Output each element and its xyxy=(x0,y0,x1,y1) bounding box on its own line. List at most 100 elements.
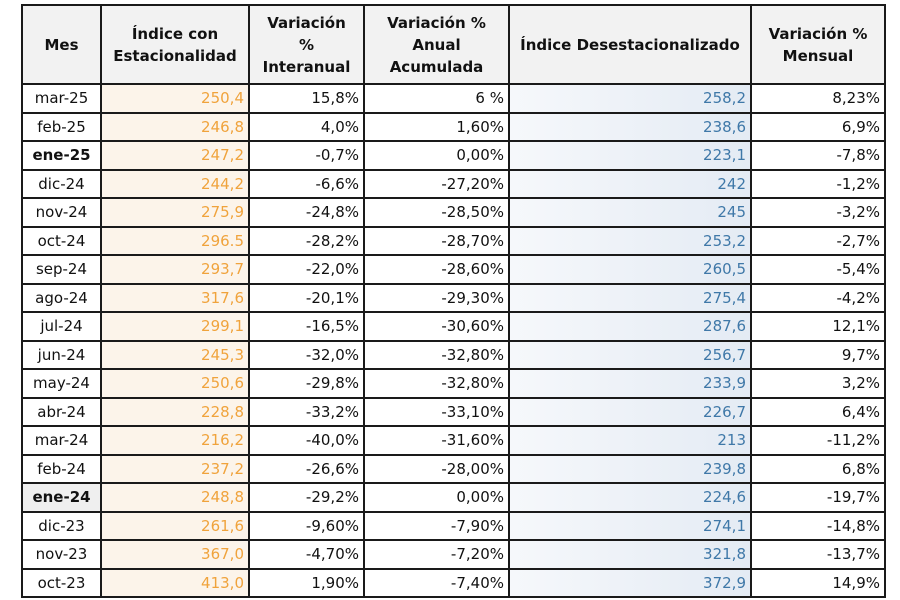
header-label: Mensual xyxy=(782,46,854,65)
cell-des: 245 xyxy=(508,197,752,228)
header-row: Mes Índice con Estacionalidad Variación% I… xyxy=(21,4,886,85)
cell-acum: 0,00% xyxy=(363,140,510,171)
cell-est: 244,2 xyxy=(100,168,250,199)
cell-inter: -20,1% xyxy=(248,282,365,313)
header-label: Acumulada xyxy=(389,57,484,76)
cell-est: 246,8 xyxy=(100,111,250,142)
cell-mes: may-24 xyxy=(21,368,102,399)
cell-mens: -2,7% xyxy=(750,225,886,256)
cell-des: 253,2 xyxy=(508,225,752,256)
cell-est: 413,0 xyxy=(100,567,250,598)
table-row: nov-23 367,0 -4,70% -7,20% 321,8 -13,7% xyxy=(21,539,886,570)
table-row: sep-24 293,7 -22,0% -28,60% 260,5 -5,4% xyxy=(21,254,886,285)
cell-mens: 12,1% xyxy=(750,311,886,342)
cell-mens: 6,8% xyxy=(750,453,886,484)
cell-des: 256,7 xyxy=(508,339,752,370)
cell-des: 223,1 xyxy=(508,140,752,171)
cell-mes: nov-24 xyxy=(21,197,102,228)
cell-mens: 3,2% xyxy=(750,368,886,399)
cell-est: 317,6 xyxy=(100,282,250,313)
table-row: may-24 250,6 -29,8% -32,80% 233,9 3,2% xyxy=(21,368,886,399)
header-label: Índice con xyxy=(131,24,219,43)
header-label: Índice Desestacionalizado xyxy=(520,35,740,54)
cell-inter: -29,8% xyxy=(248,368,365,399)
cell-inter: -40,0% xyxy=(248,425,365,456)
cell-est: 248,8 xyxy=(100,482,250,513)
cell-mens: -14,8% xyxy=(750,510,886,541)
cell-est: 247,2 xyxy=(100,140,250,171)
cell-mens: -5,4% xyxy=(750,254,886,285)
cell-inter: -28,2% xyxy=(248,225,365,256)
header-label: Estacionalidad xyxy=(113,46,237,65)
table-row: dic-24 244,2 -6,6% -27,20% 242 -1,2% xyxy=(21,168,886,199)
cell-inter: -24,8% xyxy=(248,197,365,228)
cell-mes: mar-24 xyxy=(21,425,102,456)
header-label: Variación % xyxy=(768,24,868,43)
cell-inter: -4,70% xyxy=(248,539,365,570)
table-row: oct-23 413,0 1,90% -7,40% 372,9 14,9% xyxy=(21,567,886,598)
cell-mes: nov-23 xyxy=(21,539,102,570)
cell-inter: -29,2% xyxy=(248,482,365,513)
cell-mes: jun-24 xyxy=(21,339,102,370)
cell-est: 275,9 xyxy=(100,197,250,228)
cell-est: 228,8 xyxy=(100,396,250,427)
table-row: feb-24 237,2 -26,6% -28,00% 239,8 6,8% xyxy=(21,453,886,484)
table-row: ago-24 317,6 -20,1% -29,30% 275,4 -4,2% xyxy=(21,282,886,313)
cell-mes: ago-24 xyxy=(21,282,102,313)
table-row: jun-24 245,3 -32,0% -32,80% 256,7 9,7% xyxy=(21,339,886,370)
header-label: Variación % xyxy=(387,13,486,32)
cell-acum: -28,50% xyxy=(363,197,510,228)
cell-des: 275,4 xyxy=(508,282,752,313)
cell-mens: -3,2% xyxy=(750,197,886,228)
cell-mens: -19,7% xyxy=(750,482,886,513)
cell-acum: -32,80% xyxy=(363,339,510,370)
cell-est: 367,0 xyxy=(100,539,250,570)
cell-inter: -0,7% xyxy=(248,140,365,171)
cell-acum: -7,90% xyxy=(363,510,510,541)
cell-mes: abr-24 xyxy=(21,396,102,427)
table-row: oct-24 296.5 -28,2% -28,70% 253,2 -2,7% xyxy=(21,225,886,256)
cell-inter: -22,0% xyxy=(248,254,365,285)
cell-mens: -4,2% xyxy=(750,282,886,313)
cell-est: 296.5 xyxy=(100,225,250,256)
cell-des: 224,6 xyxy=(508,482,752,513)
header-mensual: Variación % Mensual xyxy=(750,4,886,85)
cell-des: 321,8 xyxy=(508,539,752,570)
cell-acum: -27,20% xyxy=(363,168,510,199)
cell-des: 260,5 xyxy=(508,254,752,285)
cell-mes: dic-23 xyxy=(21,510,102,541)
table-row: ene-24 248,8 -29,2% 0,00% 224,6 -19,7% xyxy=(21,482,886,513)
cell-acum: -28,60% xyxy=(363,254,510,285)
cell-acum: -28,70% xyxy=(363,225,510,256)
cell-mes: mar-25 xyxy=(21,83,102,114)
header-label: Interanual xyxy=(262,57,351,76)
cell-est: 261,6 xyxy=(100,510,250,541)
header-mes: Mes xyxy=(21,4,102,85)
cell-est: 250,4 xyxy=(100,83,250,114)
header-acumulada: Variación % Anual Acumulada xyxy=(363,4,510,85)
cell-des: 238,6 xyxy=(508,111,752,142)
cell-acum: -7,20% xyxy=(363,539,510,570)
cell-est: 299,1 xyxy=(100,311,250,342)
table-row: abr-24 228,8 -33,2% -33,10% 226,7 6,4% xyxy=(21,396,886,427)
cell-des: 372,9 xyxy=(508,567,752,598)
cell-des: 226,7 xyxy=(508,396,752,427)
table-row: nov-24 275,9 -24,8% -28,50% 245 -3,2% xyxy=(21,197,886,228)
table-row: feb-25 246,8 4,0% 1,60% 238,6 6,9% xyxy=(21,111,886,142)
cell-acum: 0,00% xyxy=(363,482,510,513)
data-table: Mes Índice con Estacionalidad Variación% I… xyxy=(21,4,886,598)
cell-mens: 6,9% xyxy=(750,111,886,142)
table-row: mar-25 250,4 15,8% 6 % 258,2 8,23% xyxy=(21,83,886,114)
cell-des: 213 xyxy=(508,425,752,456)
cell-inter: -33,2% xyxy=(248,396,365,427)
cell-mens: 14,9% xyxy=(750,567,886,598)
cell-mens: -1,2% xyxy=(750,168,886,199)
cell-mes: jul-24 xyxy=(21,311,102,342)
cell-inter: 1,90% xyxy=(248,567,365,598)
cell-des: 274,1 xyxy=(508,510,752,541)
table-row: ene-25 247,2 -0,7% 0,00% 223,1 -7,8% xyxy=(21,140,886,171)
cell-mens: -7,8% xyxy=(750,140,886,171)
cell-mens: 8,23% xyxy=(750,83,886,114)
cell-acum: -29,30% xyxy=(363,282,510,313)
cell-acum: -30,60% xyxy=(363,311,510,342)
